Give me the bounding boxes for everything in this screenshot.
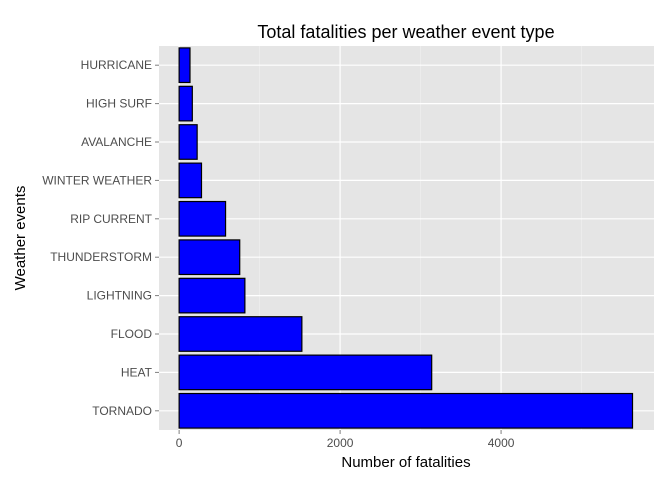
x-axis-ticks: 0 2000 4000 xyxy=(176,430,515,450)
bar xyxy=(178,277,246,314)
y-tick-label: RIP CURRENT xyxy=(70,212,152,226)
y-tick-label: THUNDERSTORM xyxy=(50,250,152,264)
y-tick-label: HIGH SURF xyxy=(86,97,152,111)
bar xyxy=(178,162,203,199)
bars xyxy=(178,47,634,429)
x-tick-label: 0 xyxy=(176,436,183,450)
y-tick-label: FLOOD xyxy=(111,327,153,341)
y-axis-title: Weather events xyxy=(12,186,29,291)
y-tick-label: HEAT xyxy=(121,365,153,379)
y-tick-label: AVALANCHE xyxy=(81,135,152,149)
x-axis-title: Number of fatalities xyxy=(341,454,470,471)
bar xyxy=(178,200,227,237)
y-tick-label: TORNADO xyxy=(92,404,152,418)
y-tick-label: LIGHTNING xyxy=(87,289,152,303)
bar xyxy=(178,354,433,391)
bar xyxy=(178,47,191,84)
x-tick-label: 2000 xyxy=(327,436,354,450)
bar xyxy=(178,316,303,352)
bar xyxy=(178,124,198,160)
x-tick-label: 4000 xyxy=(488,436,515,450)
bar xyxy=(178,392,634,429)
chart-title: Total fatalities per weather event type xyxy=(257,22,554,42)
y-tick-label: HURRICANE xyxy=(81,58,152,72)
bar xyxy=(178,85,193,122)
y-axis-ticks: TORNADO HEAT FLOOD LIGHTNING THUNDERSTORM RIP… xyxy=(42,58,159,418)
bar xyxy=(178,239,241,276)
y-tick-label: WINTER WEATHER xyxy=(42,173,152,187)
